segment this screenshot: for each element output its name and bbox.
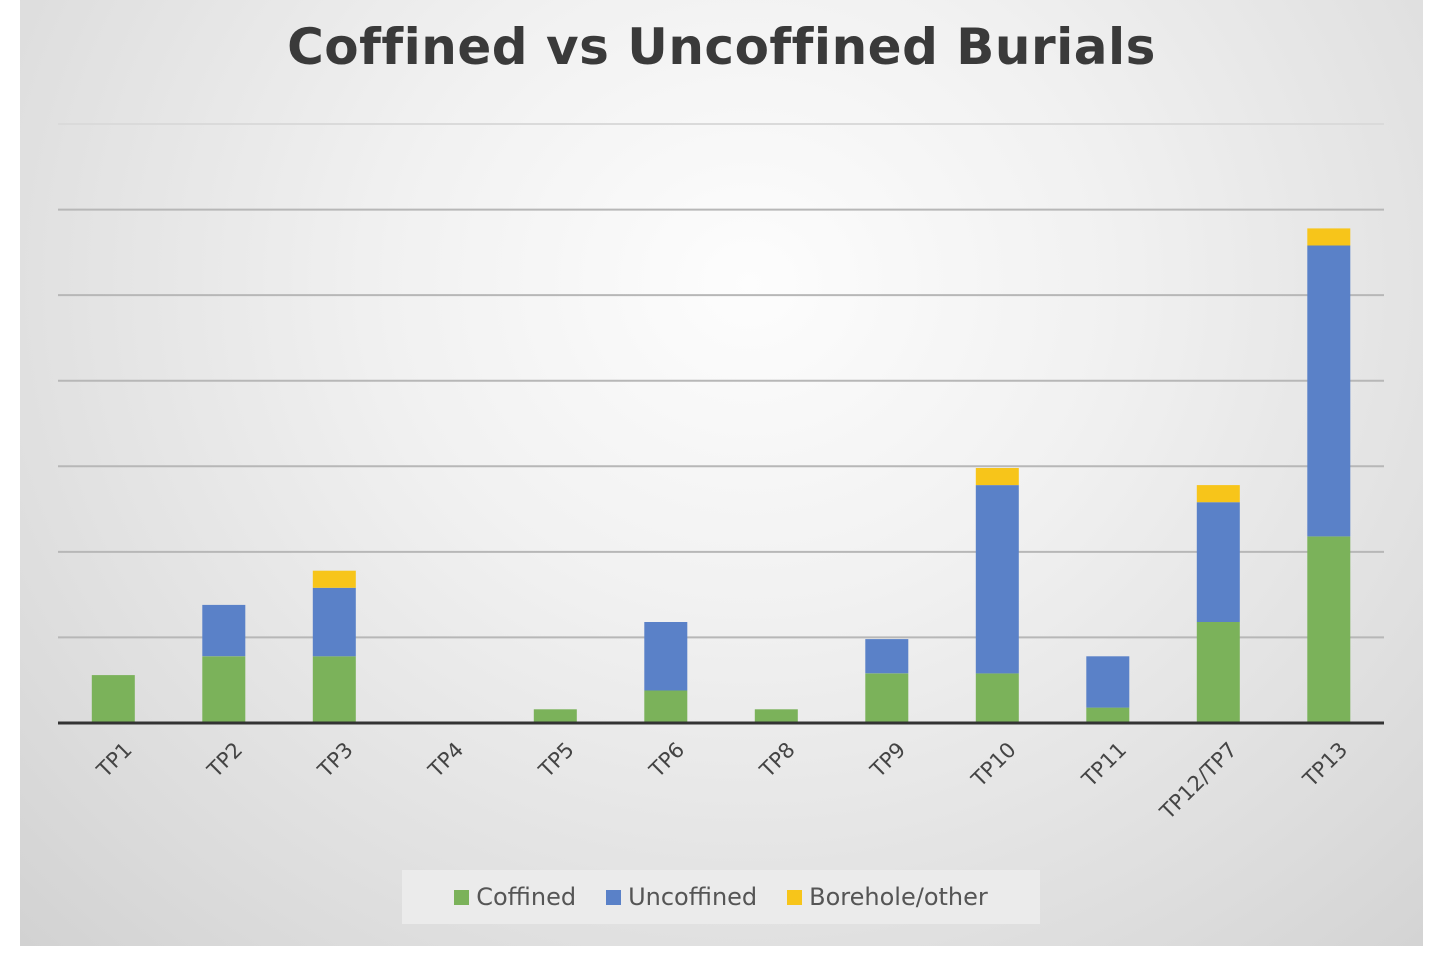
legend-label-borehole-other: Borehole/other (809, 883, 988, 911)
bar-coffined-tp1 (91, 675, 135, 723)
bar-coffined-tp6 (644, 690, 688, 723)
legend-item-borehole-other: Borehole/other (787, 883, 988, 911)
bar-borehole-other-tp3 (312, 570, 356, 588)
legend: Coffined Uncoffined Borehole/other (402, 870, 1040, 924)
bar-coffined-tp2 (202, 656, 246, 723)
legend-swatch-uncoffined (606, 889, 622, 905)
x-tick-label: TP6 (644, 738, 689, 783)
bar-borehole-other-tp13 (1307, 228, 1351, 246)
x-tick-label: TP8 (755, 738, 800, 783)
bar-borehole-other-tp12-tp7 (1196, 485, 1240, 503)
x-tick-label: TP9 (865, 738, 910, 783)
bar-uncoffined-tp10 (975, 485, 1019, 674)
x-tick-label: TP12/TP7 (1155, 738, 1242, 825)
legend-label-uncoffined: Uncoffined (628, 883, 758, 911)
chart-area: Coffined vs Uncoffined Burials TP1 TP2 TP3… (20, 0, 1423, 946)
bar-uncoffined-tp12-tp7 (1196, 502, 1240, 622)
bar-coffined-tp3 (312, 656, 356, 723)
x-tick-label: TP11 (1077, 738, 1132, 793)
bar-uncoffined-tp9 (865, 639, 909, 674)
bar-coffined-tp9 (865, 673, 909, 723)
x-tick-label: TP4 (423, 738, 468, 783)
legend-item-uncoffined: Uncoffined (606, 883, 757, 911)
legend-label-coffined: Coffined (476, 883, 577, 911)
bar-borehole-other-tp10 (975, 468, 1019, 486)
x-tick-label: TP10 (966, 738, 1021, 793)
bar-coffined-tp10 (975, 673, 1019, 723)
bar-coffined-tp11 (1086, 707, 1130, 723)
bar-uncoffined-tp13 (1307, 245, 1351, 537)
legend-swatch-coffined (454, 889, 470, 905)
x-tick-label: TP5 (534, 738, 579, 783)
legend-item-coffined: Coffined (454, 883, 576, 911)
chart-title: Coffined vs Uncoffined Burials (287, 18, 1156, 76)
bar-coffined-tp12-tp7 (1196, 622, 1240, 723)
bar-uncoffined-tp11 (1086, 656, 1130, 708)
x-tick-label: TP13 (1298, 738, 1353, 793)
bar-coffined-tp5 (533, 709, 577, 723)
bar-uncoffined-tp3 (312, 587, 356, 657)
legend-swatch-borehole-other (787, 889, 803, 905)
plot-area: TP1 TP2 TP3 TP4 TP5 TP6 TP8 TP9 TP10 TP11 TP12/TP7… (58, 123, 1384, 825)
bar-coffined-tp13 (1307, 536, 1351, 723)
bar-uncoffined-tp2 (202, 604, 246, 657)
bar-uncoffined-tp6 (644, 622, 688, 691)
x-tick-label: TP3 (313, 738, 358, 783)
bar-coffined-tp8 (754, 709, 798, 723)
x-tick-label: TP1 (92, 738, 137, 783)
x-tick-label: TP2 (202, 738, 247, 783)
